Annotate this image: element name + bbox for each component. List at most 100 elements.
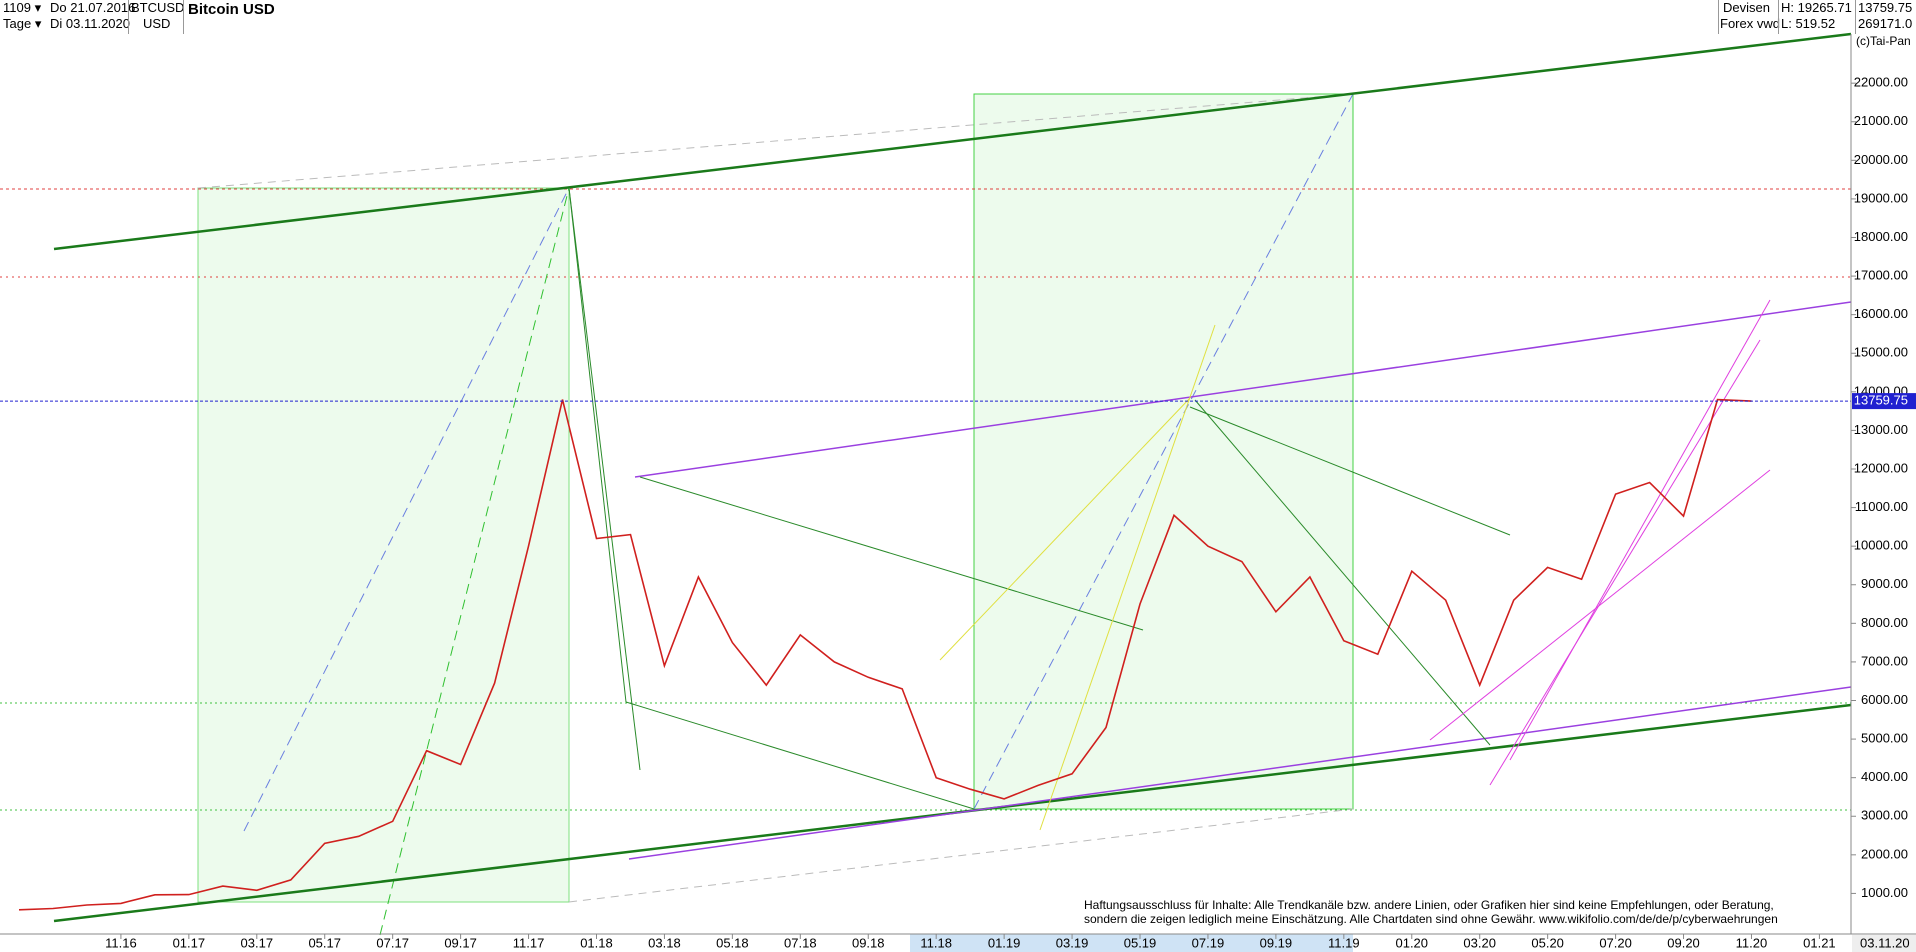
y-tick-label: 19000.00 [1854, 190, 1908, 205]
x-tick-label: 09.19 [1260, 935, 1293, 950]
trend-line [568, 187, 641, 771]
price-line [18, 398, 1752, 911]
x-tick-label: 09.17 [444, 935, 477, 950]
x-tick-label: 03.18 [648, 935, 681, 950]
trend-line [625, 701, 975, 810]
y-tick-label: 3000.00 [1861, 808, 1908, 823]
channel-line [634, 301, 1852, 478]
x-tick-label: 11.19 [1328, 935, 1360, 950]
copyright: (c)Tai-Pan [1856, 34, 1911, 48]
trend-line [1489, 339, 1761, 786]
period-value[interactable]: 1109 [3, 0, 31, 15]
x-tick-label: 11.17 [513, 935, 545, 950]
trend-line [1039, 324, 1216, 831]
plot [0, 398, 1851, 911]
title: Bitcoin USD [188, 1, 275, 18]
x-tick-label: 01.19 [988, 935, 1021, 950]
date-from: Do 21.07.2016 [50, 0, 136, 15]
y-tick-label: 2000.00 [1861, 846, 1908, 861]
last-date-box [1852, 935, 1916, 952]
drawings [0, 32, 1852, 952]
y-tick-label: 5000.00 [1861, 731, 1908, 746]
channel-line [628, 686, 1852, 860]
x-tick-label: 01.20 [1395, 935, 1428, 950]
x-tick-label: 05.19 [1124, 935, 1157, 950]
separator [128, 0, 129, 34]
trend-line [568, 187, 627, 703]
period: 1109 ▾ [3, 0, 42, 15]
last-date: 03.11.20 [1860, 935, 1910, 950]
channel-line [53, 32, 1852, 251]
source: Forex vwd [1720, 16, 1780, 31]
y-tick-label: 9000.00 [1861, 576, 1908, 591]
volume: 269171.0 [1858, 16, 1913, 31]
last-price: 13759.75 [1858, 0, 1913, 15]
x-tick-label: 07.17 [376, 935, 409, 950]
x-tick-label: 07.18 [784, 935, 817, 950]
y-tick-label: 4000.00 [1861, 769, 1908, 784]
separator [1718, 0, 1719, 34]
y-tick-label: 21000.00 [1854, 113, 1908, 128]
unit: Tage ▾ [3, 16, 42, 31]
y-tick-label: 13000.00 [1854, 422, 1908, 437]
currency: USD [143, 16, 171, 31]
range-band [910, 934, 1353, 952]
y-tick-label: 8000.00 [1861, 615, 1908, 630]
y-tick-label: 17000.00 [1854, 268, 1908, 283]
x-tick-label: 09.20 [1667, 935, 1700, 950]
x-tick-label: 03.17 [241, 935, 274, 950]
y-tick-label: 15000.00 [1854, 345, 1908, 360]
x-tick-label: 07.19 [1192, 935, 1225, 950]
y-tick-label: 20000.00 [1854, 152, 1908, 167]
x-tick-label: 05.17 [308, 935, 341, 950]
unit-value[interactable]: Tage [3, 16, 32, 31]
y-tick-label: 6000.00 [1861, 692, 1908, 707]
helper-line [243, 187, 570, 832]
separator [183, 0, 184, 34]
separator [1778, 0, 1779, 34]
header: 1109 ▾ Tage ▾ Do 21.07.2016 Di 03.11.202… [0, 0, 1916, 48]
trend-line [1509, 299, 1771, 761]
disclaimer: sondern die zeigen lediglich meine Einsc… [1084, 912, 1778, 926]
x-tick-label: 05.18 [716, 935, 749, 950]
y-tick-label: 12000.00 [1854, 460, 1908, 475]
disclaimer: Haftungsausschluss für Inhalte: Alle Tre… [1084, 898, 1774, 912]
x-tick-label: 01.17 [173, 935, 206, 950]
x-tick-label: 11.20 [1736, 935, 1768, 950]
separator [1855, 0, 1856, 34]
zone [197, 187, 570, 903]
trend-line [1429, 469, 1771, 741]
low: L: 519.52 [1781, 16, 1836, 31]
current-price-label: 13759.75 [1854, 393, 1908, 408]
trend-line [639, 476, 1144, 631]
high: H: 19265.71 [1781, 0, 1852, 15]
y-tick-label: 18000.00 [1854, 229, 1908, 244]
x-tick-label: 01.18 [580, 935, 613, 950]
market: Devisen [1723, 0, 1770, 15]
y-tick-label: 11000.00 [1855, 499, 1908, 514]
x-tick-label: 07.20 [1599, 935, 1632, 950]
y-tick-label: 7000.00 [1861, 653, 1908, 668]
x-tick-label: 01.21 [1803, 935, 1836, 950]
y-tick-label: 16000.00 [1854, 306, 1908, 321]
y-tick-label: 1000.00 [1861, 885, 1908, 900]
x-tick-label: 05.20 [1531, 935, 1564, 950]
trend-line [1194, 399, 1491, 746]
x-tick-label: 11.16 [105, 935, 137, 950]
trend-line [1189, 406, 1511, 536]
y-tick-label: 10000.00 [1854, 538, 1908, 553]
x-tick-label: 11.18 [920, 935, 952, 950]
date-to: Di 03.11.2020 [50, 16, 130, 31]
helper-line [973, 93, 1354, 810]
helper-line [568, 808, 1354, 903]
symbol: BTCUSD [131, 0, 185, 15]
x-tick-label: 09.18 [852, 935, 885, 950]
helper-line [197, 93, 1354, 189]
y-tick-label: 22000.00 [1854, 75, 1908, 90]
x-tick-label: 03.20 [1463, 935, 1496, 950]
trend-line [939, 397, 1191, 661]
helper-line [379, 187, 570, 936]
current-price-box [1852, 393, 1916, 410]
